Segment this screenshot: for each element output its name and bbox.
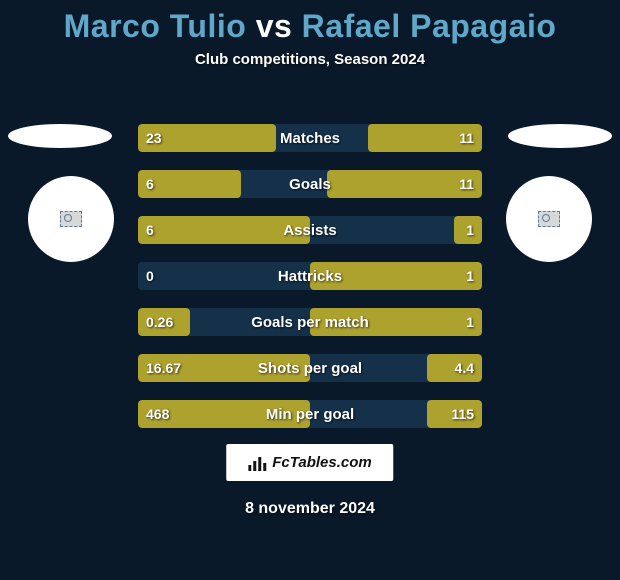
- player1-club-logo: [28, 176, 114, 262]
- stat-label: Goals: [138, 170, 482, 198]
- stat-value-right: 11: [459, 170, 474, 198]
- brand-text: FcTables.com: [272, 454, 371, 471]
- player2-ellipse: [508, 124, 612, 148]
- image-placeholder-icon: [538, 211, 560, 227]
- stat-value-right: 4.4: [455, 354, 474, 382]
- stat-value-right: 1: [466, 262, 474, 290]
- stat-row: Hattricks0 1: [138, 262, 482, 290]
- brand-badge: FcTables.com: [226, 444, 393, 481]
- stat-value-right: 115: [451, 400, 474, 428]
- stat-value-left: 6: [146, 216, 154, 244]
- stat-row: Matches23 11: [138, 124, 482, 152]
- stat-label: Assists: [138, 216, 482, 244]
- stat-value-right: 11: [459, 124, 474, 152]
- stat-label: Shots per goal: [138, 354, 482, 382]
- stat-value-left: 0: [146, 262, 154, 290]
- player1-ellipse: [8, 124, 112, 148]
- player2-name: Rafael Papagaio: [302, 8, 557, 44]
- image-placeholder-icon: [60, 211, 82, 227]
- stat-label: Matches: [138, 124, 482, 152]
- stat-row: Goals6 11: [138, 170, 482, 198]
- comparison-title: Marco Tulio vs Rafael Papagaio: [0, 0, 620, 45]
- player2-club-logo: [506, 176, 592, 262]
- stat-row: Goals per match0.26 1: [138, 308, 482, 336]
- stat-value-right: 1: [466, 216, 474, 244]
- stat-label: Goals per match: [138, 308, 482, 336]
- stat-label: Hattricks: [138, 262, 482, 290]
- stat-label: Min per goal: [138, 400, 482, 428]
- stat-row: Min per goal468 115: [138, 400, 482, 428]
- stat-value-left: 6: [146, 170, 154, 198]
- stat-row: Assists6 1: [138, 216, 482, 244]
- stat-value-left: 0.26: [146, 308, 173, 336]
- stat-value-left: 16.67: [146, 354, 181, 382]
- stat-row: Shots per goal16.67 4.4: [138, 354, 482, 382]
- bars-icon: [248, 455, 268, 471]
- stat-value-right: 1: [466, 308, 474, 336]
- stat-value-left: 23: [146, 124, 162, 152]
- date-label: 8 november 2024: [0, 500, 620, 518]
- vs-label: vs: [256, 8, 293, 44]
- player1-name: Marco Tulio: [64, 8, 247, 44]
- stat-value-left: 468: [146, 400, 169, 428]
- subtitle: Club competitions, Season 2024: [0, 51, 620, 68]
- stats-bars: Matches2311Goals611Assists61Hattricks01G…: [138, 124, 482, 446]
